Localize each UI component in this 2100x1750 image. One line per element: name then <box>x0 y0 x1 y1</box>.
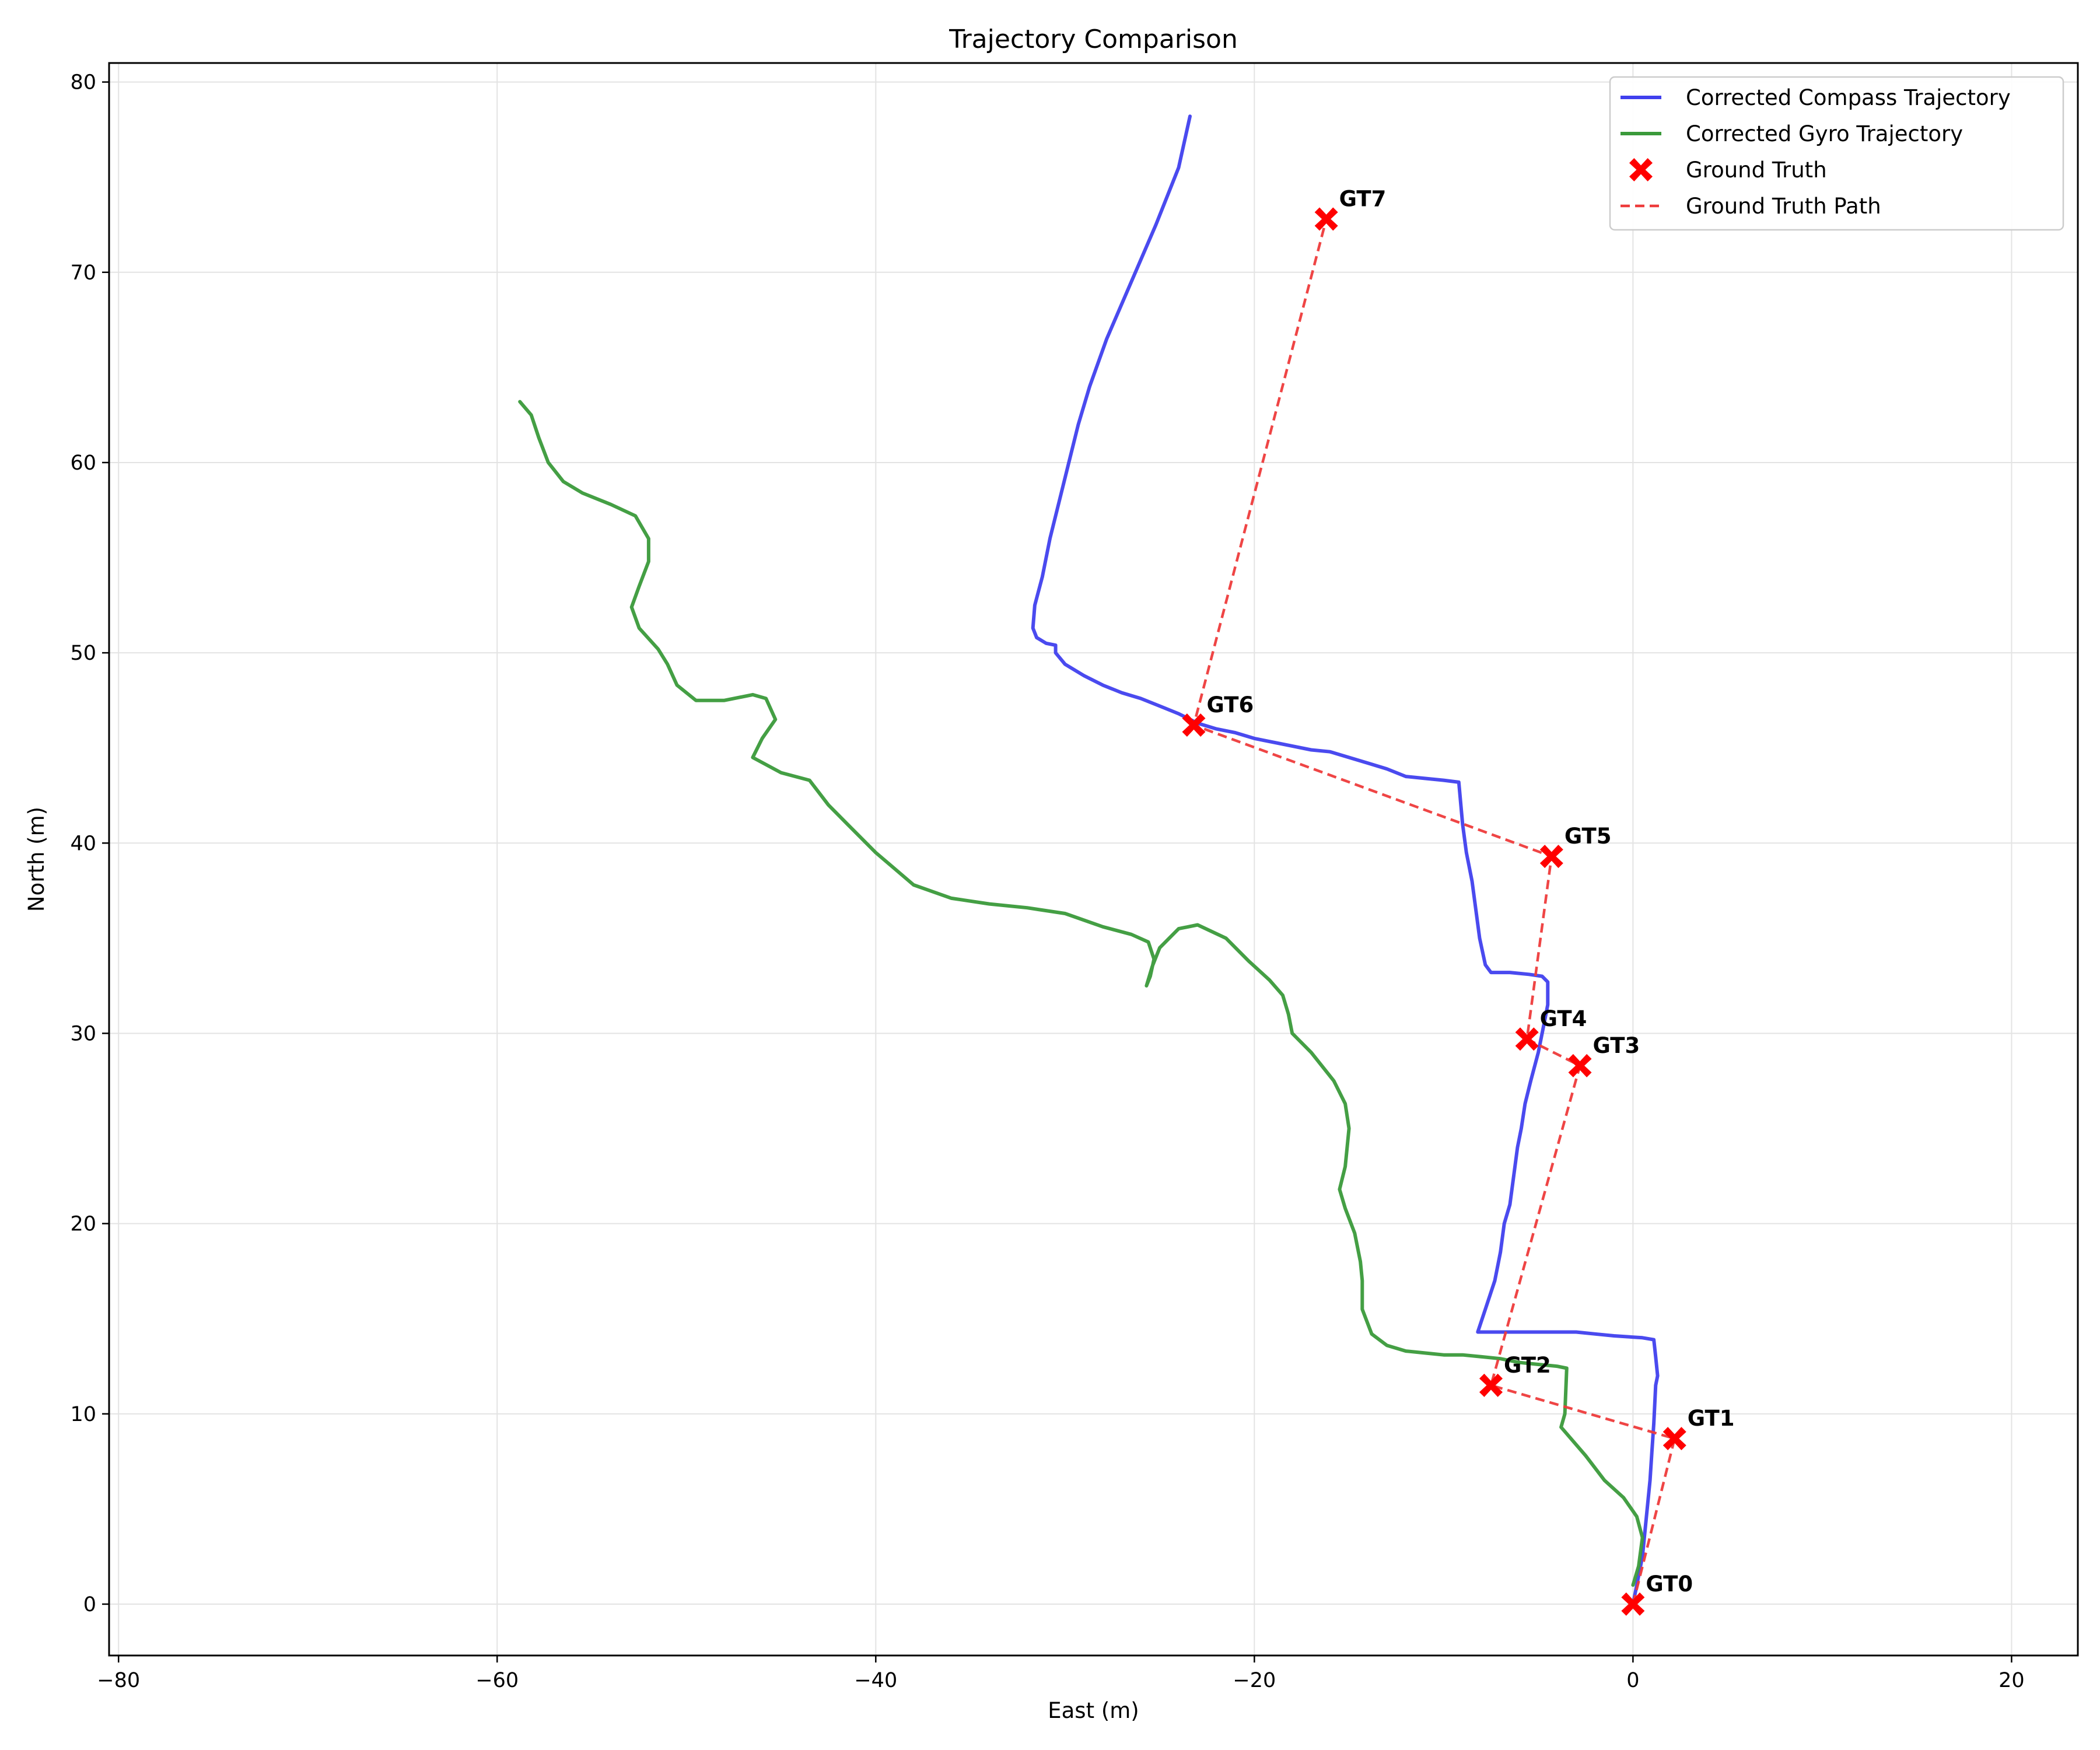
ground-truth-label: GT3 <box>1593 1033 1640 1058</box>
ground-truth-marker <box>1182 713 1206 737</box>
ground-truth-label: GT1 <box>1688 1406 1735 1431</box>
ground-truth-label: GT2 <box>1504 1353 1551 1378</box>
ground-truth-label: GT5 <box>1564 824 1612 849</box>
y-tick-label: 30 <box>70 1022 96 1045</box>
x-tick-label: 0 <box>1626 1669 1639 1692</box>
y-tick-label: 60 <box>70 452 96 475</box>
ground-truth-marker <box>1314 207 1338 231</box>
y-tick-label: 40 <box>70 832 96 855</box>
x-axis-label: East (m) <box>1048 1698 1139 1723</box>
ground-truth-marker <box>1568 1054 1592 1077</box>
ground-truth-marker <box>1621 1592 1645 1616</box>
ground-truth-marker <box>1479 1373 1503 1397</box>
legend-box <box>1609 76 2064 231</box>
ground-truth-marker <box>1515 1027 1539 1051</box>
ground-truth-marker <box>1539 845 1563 869</box>
y-tick-label: 0 <box>83 1593 96 1616</box>
x-tick-label: −80 <box>97 1669 140 1692</box>
legend-label: Corrected Gyro Trajectory <box>1686 121 1963 146</box>
ground-truth-label: GT4 <box>1540 1006 1587 1031</box>
corrected-compass-trajectory-line <box>1031 114 1660 1606</box>
y-tick-label: 10 <box>70 1403 96 1426</box>
legend-label: Ground Truth <box>1686 158 1827 183</box>
axis-ticks: −80 −60 −40 −20 0 20 0 10 20 30 40 50 60 70 80 <box>70 71 2024 1692</box>
ground-truth-marker <box>1662 1427 1686 1451</box>
ground-truth-label: GT7 <box>1339 186 1387 211</box>
x-tick-label: −60 <box>475 1669 519 1692</box>
chart-title: Trajectory Comparison <box>949 24 1238 54</box>
legend-label: Ground Truth Path <box>1686 194 1881 219</box>
grid-lines <box>109 63 2078 1656</box>
ground-truth-label: GT6 <box>1206 692 1254 718</box>
legend-swatch <box>1629 158 1653 181</box>
y-tick-label: 70 <box>70 261 96 285</box>
y-tick-label: 20 <box>70 1213 96 1236</box>
ground-truth-path-line <box>1192 218 1676 1605</box>
x-tick-label: 20 <box>1999 1669 2025 1692</box>
x-tick-label: −40 <box>854 1669 897 1692</box>
corrected-gyro-trajectory-line <box>518 400 1644 1587</box>
y-tick-label: 80 <box>70 71 96 94</box>
y-axis-label: North (m) <box>24 807 49 912</box>
legend: Corrected Compass Trajectory Corrected Gy… <box>1609 76 2064 231</box>
x-tick-label: −20 <box>1233 1669 1276 1692</box>
ground-truth-label: GT0 <box>1646 1572 1693 1597</box>
legend-label: Corrected Compass Trajectory <box>1686 85 2011 110</box>
plot-frame <box>108 62 2079 1657</box>
y-tick-label: 50 <box>70 642 96 665</box>
